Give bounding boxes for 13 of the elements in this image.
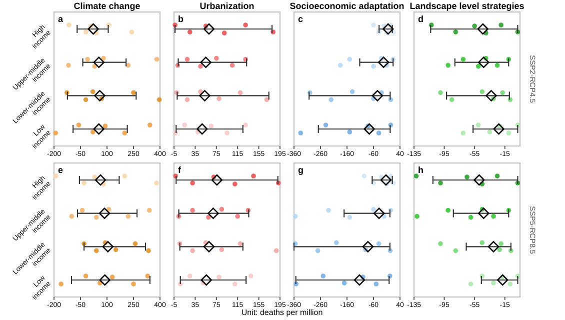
annotation: g [298, 165, 304, 175]
text: Unit: deaths per million [241, 308, 323, 317]
annotation: h [418, 165, 424, 175]
chart-title: Climate change [74, 1, 140, 11]
chart-title: Urbanization [200, 1, 254, 11]
annotation: c [298, 14, 304, 24]
chart-title: Socioeconomic adaptation [290, 1, 404, 11]
annotation: e [58, 165, 64, 175]
annotation: f [178, 165, 182, 175]
annotation: d [418, 14, 424, 24]
annotation: b [178, 14, 184, 24]
annotation: a [58, 14, 64, 24]
chart-title: Landscape level strategies [410, 1, 524, 11]
